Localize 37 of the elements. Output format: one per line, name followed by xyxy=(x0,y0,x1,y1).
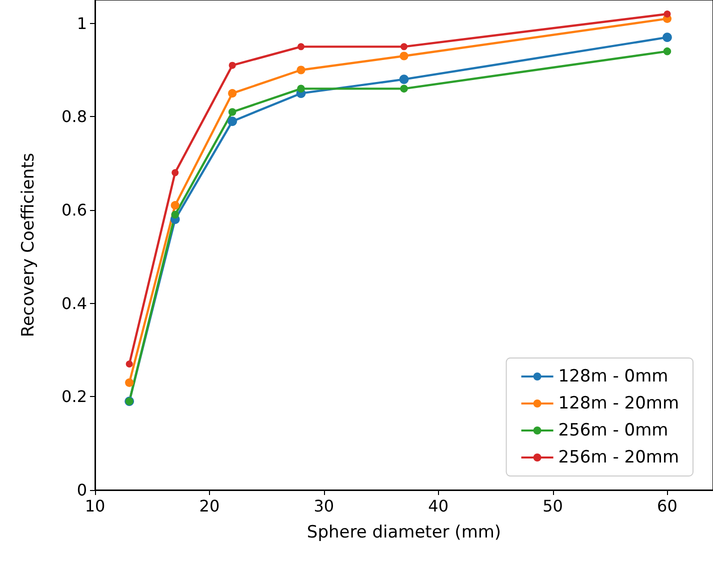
y-axis-title: Recovery Coefficients xyxy=(18,152,38,338)
x-tick-label: 10 xyxy=(84,496,106,516)
point xyxy=(663,47,672,56)
point xyxy=(228,116,238,126)
legend-label: 128m - 20mm xyxy=(558,394,679,414)
point xyxy=(400,52,408,60)
point xyxy=(399,74,409,84)
x-tick-label: 30 xyxy=(314,496,334,516)
y-tick-label: 0.2 xyxy=(62,387,87,406)
point xyxy=(126,360,133,368)
point xyxy=(171,210,180,219)
point xyxy=(298,43,304,50)
legend-label: 256m - 20mm xyxy=(558,448,679,468)
y-tick-label: 0.6 xyxy=(62,200,87,220)
point xyxy=(400,84,408,93)
y-tick-label: 0.4 xyxy=(62,294,87,313)
point xyxy=(228,89,237,98)
point xyxy=(172,169,179,176)
point xyxy=(400,43,408,50)
point xyxy=(662,32,672,42)
x-axis-title: Sphere diameter (mm) xyxy=(306,522,502,542)
y-tick-label: 0 xyxy=(76,480,87,500)
legend-label: 128m - 0mm xyxy=(558,366,668,386)
y-tick-label: 1 xyxy=(76,14,87,33)
y-tick-label: 0.8 xyxy=(62,107,87,126)
x-tick-label: 50 xyxy=(542,496,563,516)
point xyxy=(170,201,180,210)
point xyxy=(228,62,236,69)
point xyxy=(297,84,305,93)
x-tick-label: 40 xyxy=(428,496,449,516)
x-tick-label: 20 xyxy=(199,496,220,516)
point xyxy=(664,10,671,18)
point xyxy=(125,378,134,387)
legend-label: 256m - 0mm xyxy=(558,420,668,440)
x-tick-label: 60 xyxy=(657,496,678,516)
point xyxy=(296,66,306,74)
point xyxy=(228,108,236,116)
